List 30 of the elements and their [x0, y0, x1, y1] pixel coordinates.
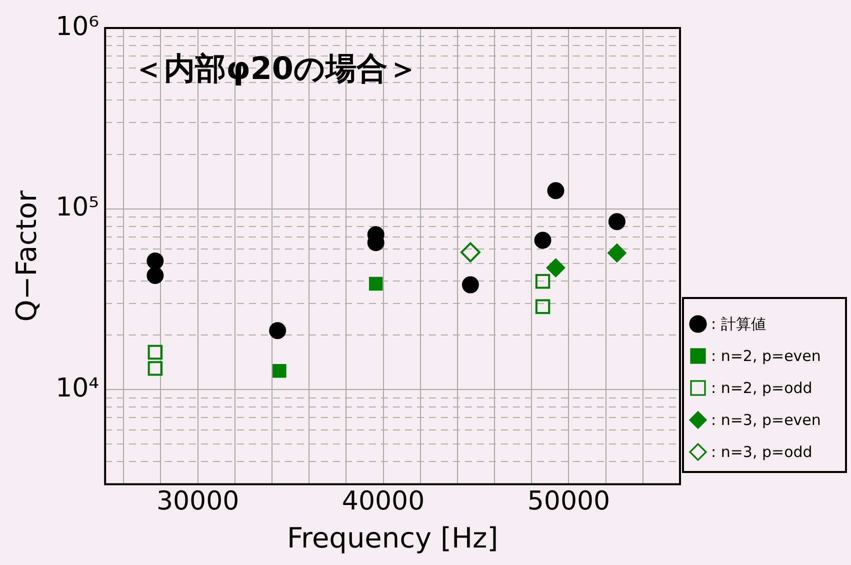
legend-label: : 計算値: [711, 314, 766, 334]
point: [546, 258, 566, 278]
legend-label: : n=2, p=odd: [711, 379, 812, 397]
point: [547, 182, 564, 200]
point: [148, 361, 163, 376]
text: ＜内部φ20の場合＞: [133, 51, 418, 88]
point: [148, 344, 163, 360]
point: [269, 322, 286, 340]
x-tick-label: 40000: [342, 486, 425, 517]
y-tick-label: 10⁴: [56, 373, 100, 404]
x-tick-label: 50000: [527, 486, 610, 517]
point: [460, 242, 480, 262]
point: [272, 364, 286, 378]
legend-label: : n=3, p=even: [711, 411, 821, 429]
point: [607, 243, 626, 262]
point: [146, 252, 164, 270]
point: [608, 213, 626, 230]
x-axis-title: Frequency [Hz]: [286, 521, 498, 554]
y-axis-title: Q−Factor: [10, 190, 44, 322]
point: [535, 274, 550, 289]
point: [535, 299, 550, 314]
point: [534, 232, 552, 249]
point: [369, 276, 383, 291]
point: [462, 276, 479, 294]
legend-label: : n=2, p=even: [711, 347, 821, 365]
legend-label: : n=3, p=odd: [711, 443, 812, 461]
y-tick-label: 10⁵: [56, 192, 100, 223]
y-tick-label: 10⁶: [56, 12, 100, 42]
point: [146, 266, 164, 284]
x-tick-label: 30000: [156, 486, 240, 517]
